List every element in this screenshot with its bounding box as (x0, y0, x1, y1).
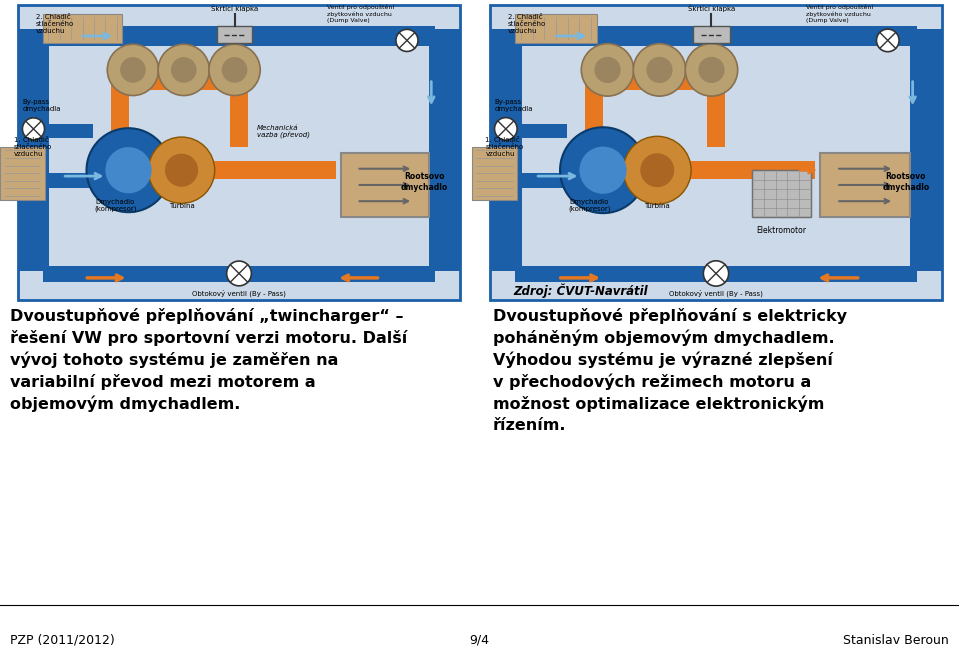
Bar (585, 76, 603, 147)
Text: 1. Chladič
stlačeného
vzduchu: 1. Chladič stlačeného vzduchu (13, 137, 52, 157)
Circle shape (560, 127, 646, 213)
Bar (213, 161, 337, 179)
Bar (820, 153, 910, 217)
Text: Obtokový ventil (By - Pass): Obtokový ventil (By - Pass) (669, 289, 763, 297)
Bar (585, 72, 725, 90)
Text: Stanislav Beroun: Stanislav Beroun (843, 634, 949, 647)
Circle shape (120, 57, 146, 82)
Bar (129, 165, 283, 175)
Bar (490, 5, 942, 300)
Bar (111, 72, 247, 90)
Bar (340, 174, 356, 188)
Text: objemovým dmychadlem.: objemovým dmychadlem. (10, 396, 241, 413)
Text: 1. Chladič
stlačeného
vzduchu: 1. Chladič stlačeného vzduchu (485, 137, 524, 157)
Text: Dmychadlo
(kompresor): Dmychadlo (kompresor) (94, 199, 136, 212)
Bar (603, 165, 761, 175)
Text: řízením.: řízením. (493, 418, 567, 433)
Bar (429, 29, 460, 271)
Bar (0, 147, 44, 200)
Bar (18, 5, 460, 300)
Text: Zdroj: ČVUT-Navrátil: Zdroj: ČVUT-Navrátil (513, 283, 647, 298)
Circle shape (86, 128, 171, 212)
Text: Turbína: Turbína (169, 202, 195, 208)
Bar (18, 29, 49, 271)
Bar (515, 266, 917, 282)
Text: Dvoustupňové přeplňování s elektricky: Dvoustupňové přeplňování s elektricky (493, 308, 847, 324)
Circle shape (581, 44, 634, 96)
Text: Rootsovo
dmychadlo: Rootsovo dmychadlo (882, 172, 929, 192)
Circle shape (877, 29, 899, 52)
Bar (490, 29, 522, 271)
Bar (522, 174, 603, 188)
Text: v přechodových režimech motoru a: v přechodových režimech motoru a (493, 374, 811, 391)
Circle shape (698, 57, 725, 83)
Text: Výhodou systému je výrazné zlepšení: Výhodou systému je výrazné zlepšení (493, 352, 832, 368)
Text: Ventil pro odpouštění
zbytkového vzduchu
(Dump Valve): Ventil pro odpouštění zbytkového vzduchu… (327, 5, 394, 23)
Text: možnost optimalizace elektronickým: možnost optimalizace elektronickým (493, 396, 825, 413)
Bar (693, 25, 730, 44)
Bar (43, 14, 123, 44)
Text: Škrtící klapka: Škrtící klapka (211, 5, 258, 13)
Circle shape (703, 261, 729, 286)
Text: By-pass
dmychadla: By-pass dmychadla (22, 98, 61, 112)
Circle shape (107, 44, 158, 96)
Circle shape (396, 29, 418, 52)
Bar (111, 76, 129, 147)
Text: 9/4: 9/4 (469, 634, 489, 647)
Circle shape (579, 147, 626, 194)
Bar (340, 153, 429, 217)
Text: Ventil pro odpouštění
zbytkového vzduchu
(Dump Valve): Ventil pro odpouštění zbytkového vzduchu… (807, 5, 874, 23)
Text: 2. Chladič
stlačeného
vzduchu: 2. Chladič stlačeného vzduchu (508, 14, 547, 34)
Bar (522, 125, 567, 138)
Text: Obtokový ventil (By - Pass): Obtokový ventil (By - Pass) (192, 289, 286, 297)
Text: Škrtící klapka: Škrtící klapka (688, 5, 736, 13)
Bar (515, 25, 917, 46)
Circle shape (641, 153, 674, 187)
Bar (820, 174, 836, 188)
Text: 2. Chladič
stlačeného
vzduchu: 2. Chladič stlačeného vzduchu (35, 14, 74, 34)
Text: By-pass
dmychadla: By-pass dmychadla (495, 98, 533, 112)
Circle shape (158, 44, 209, 96)
Text: Elektromotor: Elektromotor (757, 226, 807, 235)
Text: řešení VW pro sportovní verzi motoru. Další: řešení VW pro sportovní verzi motoru. Da… (10, 330, 408, 346)
Bar (910, 29, 942, 271)
Circle shape (226, 261, 251, 286)
Bar (472, 147, 517, 200)
Text: vývoj tohoto systému je zaměřen na: vývoj tohoto systému je zaměřen na (10, 352, 339, 368)
Text: Dmychadlo
(kompresor): Dmychadlo (kompresor) (568, 199, 611, 212)
Circle shape (495, 118, 517, 140)
Text: Mechanická
vazba (převod): Mechanická vazba (převod) (257, 125, 310, 139)
Circle shape (623, 136, 691, 204)
Bar (43, 266, 435, 282)
Circle shape (686, 44, 737, 96)
Text: variabilní převod mezi motorem a: variabilní převod mezi motorem a (10, 374, 316, 390)
Bar (752, 170, 811, 217)
Circle shape (595, 57, 620, 83)
Text: Turbína: Turbína (644, 202, 670, 208)
Bar (230, 76, 247, 147)
Text: Rootsovo
dmychadlo: Rootsovo dmychadlo (401, 172, 448, 192)
Circle shape (646, 57, 672, 83)
Text: Dvoustupňové přeplňování „twincharger“ –: Dvoustupňové přeplňování „twincharger“ – (10, 308, 404, 324)
Bar (707, 76, 725, 147)
Bar (49, 125, 93, 138)
Bar (217, 25, 252, 44)
Circle shape (22, 118, 44, 140)
Circle shape (222, 57, 247, 82)
Circle shape (209, 44, 260, 96)
Bar (515, 14, 596, 44)
Circle shape (105, 147, 152, 193)
Circle shape (171, 57, 197, 82)
Circle shape (165, 153, 199, 187)
Bar (689, 161, 815, 179)
Bar (49, 174, 129, 188)
Circle shape (149, 137, 215, 204)
Bar (43, 25, 435, 46)
Text: PZP (2011/2012): PZP (2011/2012) (10, 634, 115, 647)
Circle shape (633, 44, 686, 96)
Text: poháněným objemovým dmychadlem.: poháněným objemovým dmychadlem. (493, 330, 834, 346)
